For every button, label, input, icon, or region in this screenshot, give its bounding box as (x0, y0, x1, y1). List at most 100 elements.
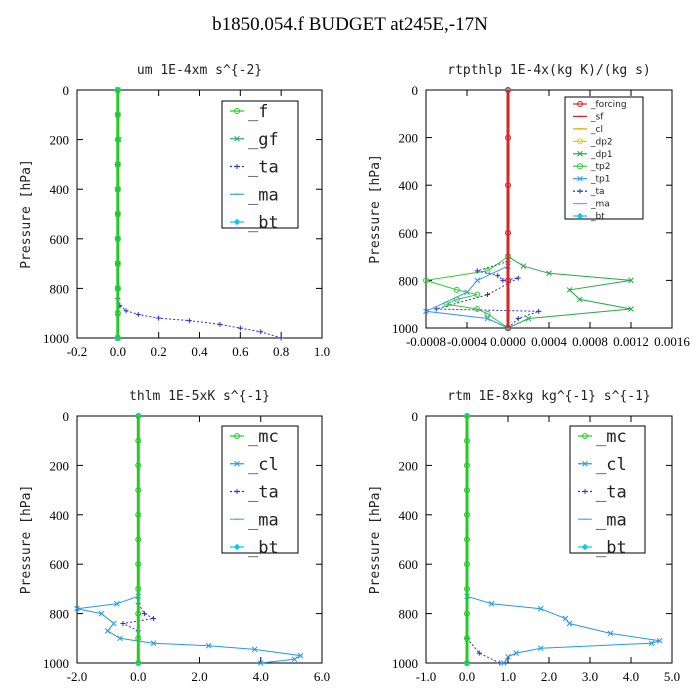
legend-label: _bt (248, 538, 279, 558)
y-tick-label: 0 (63, 83, 70, 98)
series-_mc (135, 413, 142, 666)
panel-title: um 1E-4xm s^{-2} (137, 63, 262, 78)
panel-2: rtpthlp 1E-4x(kg K)/(kg s) Pressure [hPa]… (368, 63, 690, 349)
data-point (464, 462, 470, 469)
data-point (484, 310, 491, 317)
data-point (525, 315, 532, 322)
data-point (114, 136, 121, 143)
x-tick-label: -0.0004 (447, 334, 488, 349)
data-point (114, 161, 121, 168)
data-point (484, 267, 491, 274)
data-point (257, 660, 264, 666)
data-point (98, 610, 105, 617)
data-point (648, 640, 655, 647)
data-point (537, 605, 544, 612)
legend: _f _gf _ta _ma _bt (221, 100, 299, 233)
series-line (76, 595, 303, 664)
data-point (150, 640, 157, 647)
data-point (114, 211, 121, 217)
data-point (488, 600, 495, 607)
legend-label: _mc (248, 427, 279, 447)
data-point (123, 308, 129, 314)
legend-label: _ma (596, 510, 627, 530)
legend-marker (234, 164, 240, 169)
data-point (156, 315, 162, 321)
x-tick-label: 0.0008 (572, 334, 608, 349)
data-point (536, 308, 542, 314)
data-point (515, 275, 521, 281)
y-tick-label: 1000 (43, 331, 69, 346)
data-point (186, 318, 192, 324)
x-tick-label: 0.0 (110, 344, 126, 359)
series-_cl (74, 593, 304, 666)
legend-marker (577, 150, 583, 157)
legend-label: _forcing (590, 100, 627, 110)
data-point (520, 263, 527, 269)
y-tick-label: 200 (50, 133, 70, 148)
data-point (114, 111, 121, 118)
y-tick-label: 200 (50, 458, 70, 473)
x-tick-label: 6.0 (314, 669, 330, 684)
series-line (425, 256, 509, 329)
data-point (114, 260, 121, 267)
data-point (135, 561, 142, 568)
x-tick-label: 0.8 (273, 344, 289, 359)
data-point (505, 325, 511, 331)
x-tick-label: 0.0 (459, 669, 475, 684)
y-tick-label: 0 (412, 409, 419, 424)
data-point (117, 635, 123, 642)
legend-marker (234, 433, 240, 439)
data-point (505, 182, 511, 189)
data-point (453, 286, 460, 293)
data-point (500, 277, 506, 283)
legend-marker (234, 135, 240, 142)
y-tick-label: 0 (63, 409, 70, 424)
legend-marker (582, 460, 588, 467)
series-line (424, 265, 509, 329)
legend-label: _cl (590, 125, 603, 135)
legend-marker (582, 433, 588, 439)
data-point (423, 277, 429, 284)
legend-marker (581, 543, 589, 551)
data-point (464, 561, 470, 568)
legend: _mc _cl _ta _ma _bt (569, 425, 646, 558)
legend-box (564, 96, 644, 220)
y-tick-label: 600 (50, 232, 70, 247)
data-point (497, 660, 503, 666)
data-point (74, 605, 80, 612)
data-point (474, 268, 480, 274)
figure-title: b1850.054.f BUDGET at245E,-17N (212, 14, 488, 35)
data-point (628, 306, 634, 312)
data-point (464, 585, 470, 592)
legend-marker (577, 175, 583, 182)
data-point (135, 585, 142, 592)
data-point (464, 610, 470, 617)
legend-marker (576, 212, 584, 220)
data-point (505, 87, 511, 93)
panel-title: rtm 1E-8xkg kg^{-1} s^{-1} (447, 389, 651, 404)
legend-label: _ma (248, 510, 279, 530)
data-point (485, 292, 490, 298)
y-tick-label: 800 (50, 281, 70, 296)
data-point (141, 611, 147, 617)
data-point (217, 321, 223, 327)
y-tick-label: 400 (399, 178, 419, 193)
y-tick-label: 600 (399, 226, 419, 241)
data-point (135, 437, 142, 444)
data-point (135, 660, 142, 666)
y-tick-label: 200 (399, 131, 419, 146)
x-tick-label: 5.0 (664, 669, 680, 684)
legend-label: _tp2 (590, 162, 610, 172)
data-point (628, 277, 634, 284)
legend-label: _dp2 (590, 137, 613, 147)
legend-label: _gf (248, 130, 279, 150)
data-point (104, 628, 111, 634)
series-_mc (464, 413, 470, 666)
legend-label: _tp1 (590, 175, 610, 185)
data-point (484, 315, 491, 322)
x-tick-label: 3.0 (582, 669, 598, 684)
legend-label: _ma (248, 185, 279, 205)
y-tick-label: 1000 (392, 321, 418, 336)
data-point (114, 87, 121, 93)
data-point (513, 650, 520, 656)
